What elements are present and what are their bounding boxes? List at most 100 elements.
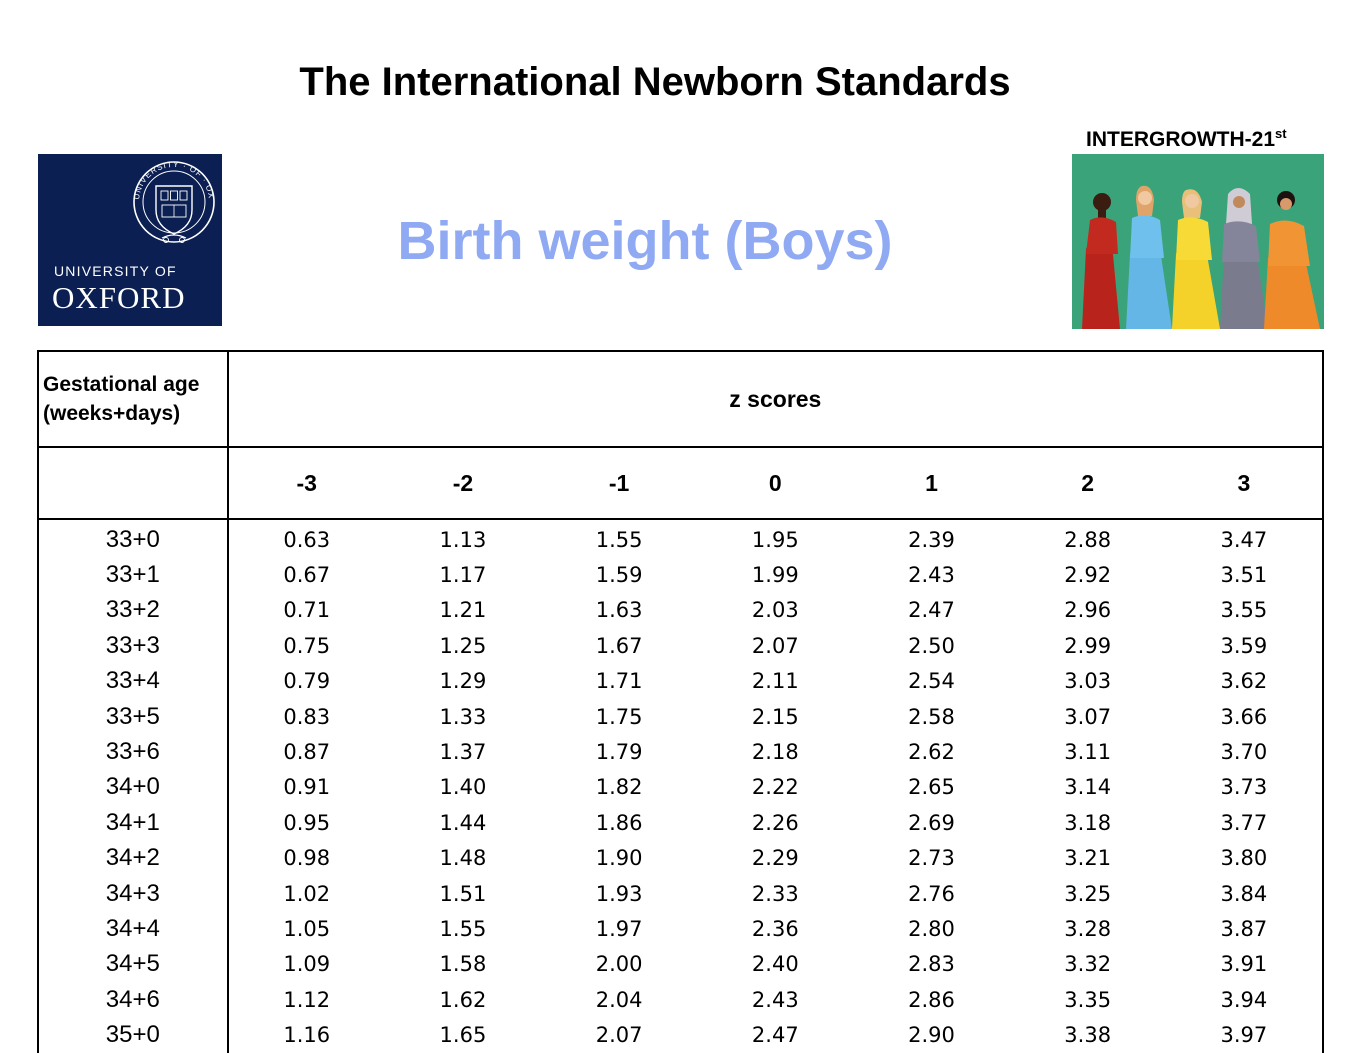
weight-cell: 3.47 bbox=[1166, 519, 1323, 557]
weight-cell: 3.03 bbox=[1010, 664, 1166, 699]
table-row: 34+6 1.12 1.62 2.04 2.43 2.86 3.35 3.94 bbox=[38, 982, 1323, 1017]
table-row: 34+5 1.09 1.58 2.00 2.40 2.83 3.32 3.91 bbox=[38, 947, 1323, 982]
weight-cell: 1.48 bbox=[385, 841, 541, 876]
weight-cell: 1.59 bbox=[541, 557, 697, 592]
table-row: 33+1 0.67 1.17 1.59 1.99 2.43 2.92 3.51 bbox=[38, 557, 1323, 592]
gestational-age-cell: 34+6 bbox=[38, 982, 228, 1017]
weight-cell: 3.18 bbox=[1010, 805, 1166, 840]
weight-cell: 0.91 bbox=[228, 770, 385, 805]
gestational-age-cell: 33+3 bbox=[38, 628, 228, 663]
weight-cell: 1.67 bbox=[541, 628, 697, 663]
weight-cell: 1.51 bbox=[385, 876, 541, 911]
weight-cell: 2.92 bbox=[1010, 557, 1166, 592]
intergrowth-label: INTERGROWTH-21st bbox=[1086, 126, 1287, 152]
weight-cell: 0.67 bbox=[228, 557, 385, 592]
weight-cell: 3.62 bbox=[1166, 664, 1323, 699]
weight-cell: 1.17 bbox=[385, 557, 541, 592]
weight-cell: 3.91 bbox=[1166, 947, 1323, 982]
weight-cell: 1.55 bbox=[385, 911, 541, 946]
weight-cell: 1.21 bbox=[385, 593, 541, 628]
intergrowth-label-sup: st bbox=[1275, 126, 1287, 141]
gestational-age-cell: 33+4 bbox=[38, 664, 228, 699]
weight-cell: 3.73 bbox=[1166, 770, 1323, 805]
weight-cell: 2.83 bbox=[853, 947, 1009, 982]
gestational-age-header: Gestational age (weeks+days) bbox=[38, 351, 228, 447]
weight-cell: 2.04 bbox=[541, 982, 697, 1017]
weight-cell: 1.09 bbox=[228, 947, 385, 982]
weight-cell: 1.97 bbox=[541, 911, 697, 946]
weight-cell: 1.37 bbox=[385, 734, 541, 769]
weight-cell: 3.07 bbox=[1010, 699, 1166, 734]
z-column-header: 1 bbox=[853, 447, 1009, 519]
weight-cell: 1.55 bbox=[541, 519, 697, 557]
weight-cell: 3.35 bbox=[1010, 982, 1166, 1017]
weight-cell: 1.44 bbox=[385, 805, 541, 840]
weight-cell: 1.79 bbox=[541, 734, 697, 769]
weight-cell: 0.63 bbox=[228, 519, 385, 557]
weight-cell: 2.86 bbox=[853, 982, 1009, 1017]
weight-cell: 2.40 bbox=[697, 947, 853, 982]
weight-cell: 1.02 bbox=[228, 876, 385, 911]
weight-cell: 3.94 bbox=[1166, 982, 1323, 1017]
weight-cell: 2.73 bbox=[853, 841, 1009, 876]
weight-cell: 1.05 bbox=[228, 911, 385, 946]
weight-cell: 2.47 bbox=[853, 593, 1009, 628]
weight-cell: 3.51 bbox=[1166, 557, 1323, 592]
gestational-age-cell: 34+4 bbox=[38, 911, 228, 946]
table-row: 33+0 0.63 1.13 1.55 1.95 2.39 2.88 3.47 bbox=[38, 519, 1323, 557]
weight-cell: 3.28 bbox=[1010, 911, 1166, 946]
weight-cell: 2.65 bbox=[853, 770, 1009, 805]
weight-cell: 2.03 bbox=[697, 593, 853, 628]
table-row: 34+3 1.02 1.51 1.93 2.33 2.76 3.25 3.84 bbox=[38, 876, 1323, 911]
weight-cell: 0.75 bbox=[228, 628, 385, 663]
weight-cell: 2.18 bbox=[697, 734, 853, 769]
weight-cell: 2.43 bbox=[697, 982, 853, 1017]
weight-cell: 1.25 bbox=[385, 628, 541, 663]
weight-cell: 3.80 bbox=[1166, 841, 1323, 876]
weight-cell: 1.33 bbox=[385, 699, 541, 734]
weight-cell: 1.12 bbox=[228, 982, 385, 1017]
weight-cell: 2.00 bbox=[541, 947, 697, 982]
weight-cell: 3.59 bbox=[1166, 628, 1323, 663]
table-row: 33+4 0.79 1.29 1.71 2.11 2.54 3.03 3.62 bbox=[38, 664, 1323, 699]
gestational-age-cell: 33+2 bbox=[38, 593, 228, 628]
weight-cell: 1.95 bbox=[697, 519, 853, 557]
gestational-age-cell: 34+2 bbox=[38, 841, 228, 876]
weight-cell: 3.87 bbox=[1166, 911, 1323, 946]
weight-cell: 1.93 bbox=[541, 876, 697, 911]
weight-cell: 1.82 bbox=[541, 770, 697, 805]
weight-cell: 2.80 bbox=[853, 911, 1009, 946]
birth-weight-table: Gestational age (weeks+days) z scores -3… bbox=[37, 350, 1324, 1053]
weight-cell: 2.39 bbox=[853, 519, 1009, 557]
page-title: The International Newborn Standards bbox=[0, 60, 1310, 105]
weight-cell: 2.33 bbox=[697, 876, 853, 911]
gestational-age-cell: 33+1 bbox=[38, 557, 228, 592]
weight-cell: 3.97 bbox=[1166, 1017, 1323, 1052]
weight-cell: 0.95 bbox=[228, 805, 385, 840]
weight-cell: 2.90 bbox=[853, 1017, 1009, 1052]
weight-cell: 2.62 bbox=[853, 734, 1009, 769]
table-row: 33+3 0.75 1.25 1.67 2.07 2.50 2.99 3.59 bbox=[38, 628, 1323, 663]
table-row: 34+4 1.05 1.55 1.97 2.36 2.80 3.28 3.87 bbox=[38, 911, 1323, 946]
z-scores-header: z scores bbox=[228, 351, 1323, 447]
weight-cell: 2.15 bbox=[697, 699, 853, 734]
weight-cell: 3.25 bbox=[1010, 876, 1166, 911]
oxford-university-of-label: UNIVERSITY OF bbox=[54, 263, 214, 279]
z-column-header: 0 bbox=[697, 447, 853, 519]
weight-cell: 0.79 bbox=[228, 664, 385, 699]
weight-cell: 0.83 bbox=[228, 699, 385, 734]
table-row: 33+5 0.83 1.33 1.75 2.15 2.58 3.07 3.66 bbox=[38, 699, 1323, 734]
weight-cell: 2.22 bbox=[697, 770, 853, 805]
weight-cell: 3.14 bbox=[1010, 770, 1166, 805]
weight-cell: 1.16 bbox=[228, 1017, 385, 1052]
weight-cell: 3.66 bbox=[1166, 699, 1323, 734]
gestational-age-header-line-2: (weeks+days) bbox=[43, 399, 227, 428]
weight-cell: 1.86 bbox=[541, 805, 697, 840]
gestational-age-cell: 33+0 bbox=[38, 519, 228, 557]
weight-cell: 2.99 bbox=[1010, 628, 1166, 663]
svg-text:UNIVERSITY · OF · OXFORD: UNIVERSITY · OF · OXFORD bbox=[126, 160, 216, 200]
weight-cell: 3.70 bbox=[1166, 734, 1323, 769]
weight-cell: 2.50 bbox=[853, 628, 1009, 663]
table-header-row-2: -3 -2 -1 0 1 2 3 bbox=[38, 447, 1323, 519]
intergrowth-label-text: INTERGROWTH-21 bbox=[1086, 128, 1275, 151]
